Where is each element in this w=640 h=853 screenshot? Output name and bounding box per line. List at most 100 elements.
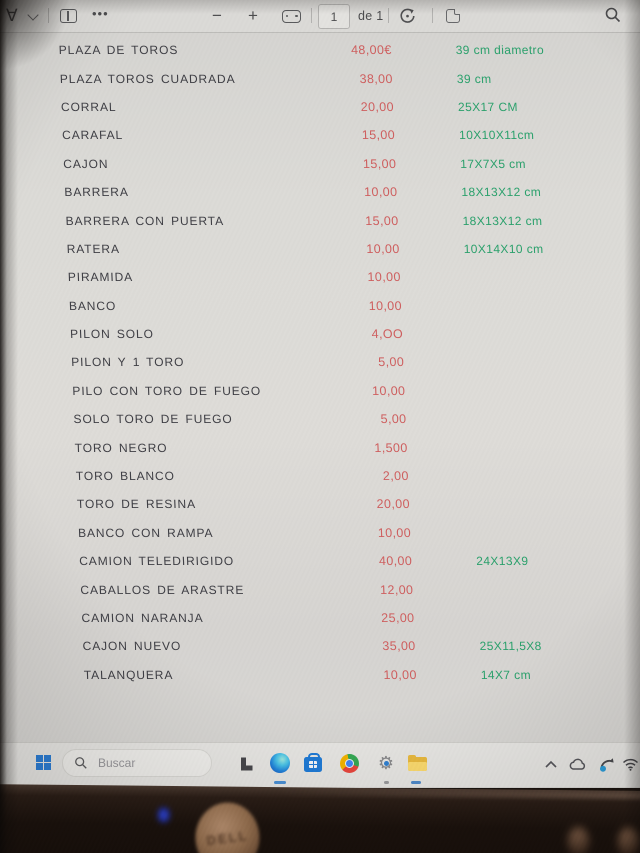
- table-row: PILON SOLO 4,OO: [70, 320, 640, 348]
- onedrive-cloud-icon[interactable]: [568, 757, 587, 771]
- toolbar-separator: [432, 8, 433, 23]
- zoom-out-icon[interactable]: −: [212, 6, 222, 25]
- windows-screen: ∀ ••• − + de 1: [0, 0, 640, 788]
- chrome-icon[interactable]: [340, 754, 359, 773]
- settings-gear-icon[interactable]: ⚙: [376, 753, 396, 773]
- table-row: TALANQUERA 10,00 14X7 cm: [83, 661, 640, 689]
- price-table: PLAZA DE TOROS 48,00€ 39 cm diametro PLA…: [0, 33, 640, 716]
- table-row: PILON Y 1 TORO 5,00: [71, 348, 640, 376]
- item-name: TORO NEGRO: [74, 440, 168, 455]
- table-row: PIRAMIDA 10,00: [67, 263, 640, 291]
- item-price: 4,OO: [371, 327, 404, 342]
- item-name: CORRAL: [60, 99, 117, 114]
- taskbar-search-icon: [75, 757, 87, 769]
- background-knob: [617, 826, 640, 853]
- item-price: 15,00: [361, 128, 396, 143]
- store-icon[interactable]: [304, 753, 322, 772]
- item-price: 5,00: [380, 412, 407, 427]
- draw-tool-icon[interactable]: ∀: [6, 6, 18, 25]
- item-name: TORO DE RESINA: [76, 497, 197, 512]
- toolbar-separator: [48, 8, 49, 23]
- item-name: PLAZA TOROS CUADRADA: [59, 71, 236, 86]
- table-row: SOLO TORO DE FUEGO 5,00: [73, 405, 640, 433]
- explorer-active-indicator: [411, 781, 421, 784]
- item-price: 10,00: [367, 270, 402, 285]
- item-name: PILON Y 1 TORO: [70, 355, 185, 370]
- item-name: CAJON: [62, 156, 109, 171]
- more-options-icon[interactable]: •••: [92, 6, 109, 21]
- settings-active-indicator: [384, 781, 389, 784]
- item-price: 2,00: [382, 469, 410, 484]
- item-dims: 25X11,5X8: [479, 639, 543, 654]
- laptop-bezel: DELL: [0, 784, 640, 853]
- item-name: CABALLOS DE ARASTRE: [80, 582, 245, 597]
- item-price: 10,00: [377, 525, 412, 540]
- item-price: 35,00: [382, 639, 416, 654]
- item-price: 10,00: [363, 185, 398, 200]
- file-explorer-icon[interactable]: [408, 754, 427, 771]
- item-name: SOLO TORO DE FUEGO: [73, 412, 233, 427]
- item-price: 10,00: [366, 241, 400, 256]
- item-dims: 18X13X12 cm: [461, 185, 542, 200]
- item-dims: 10X10X11cm: [458, 128, 535, 143]
- phone-link-icon[interactable]: [598, 756, 616, 773]
- taskbar-search[interactable]: [62, 749, 212, 777]
- item-dims: 25X17 CM: [457, 99, 519, 114]
- item-dims: 39 cm: [456, 71, 492, 86]
- item-price: 15,00: [362, 156, 397, 171]
- item-price: 1,500: [374, 440, 408, 455]
- wifi-icon[interactable]: [622, 758, 639, 771]
- chevron-up-icon[interactable]: [544, 759, 558, 769]
- item-price: 12,00: [379, 582, 414, 597]
- table-row: TORO BLANCO 2,00: [75, 462, 640, 490]
- item-price: 10,00: [368, 298, 403, 313]
- table-row: CABALLOS DE ARASTRE 12,00: [80, 575, 640, 603]
- item-dims: 39 cm diametro: [455, 43, 545, 58]
- table-row: CAMION TELEDIRIGIDO 40,00 24X13X9: [79, 547, 640, 575]
- table-row: BANCO 10,00: [68, 292, 640, 320]
- item-price: 5,00: [378, 355, 405, 370]
- item-price: 40,00: [378, 554, 413, 569]
- table-row: PLAZA TOROS CUADRADA 38,00 39 cm: [59, 64, 640, 92]
- table-row: PLAZA DE TOROS 48,00€ 39 cm diametro: [58, 36, 640, 64]
- edge-icon[interactable]: [270, 753, 290, 773]
- item-price: 48,00€: [350, 43, 392, 58]
- table-row: PILO CON TORO DE FUEGO 10,00: [72, 377, 640, 405]
- search-icon[interactable]: [604, 6, 622, 24]
- page-count-label: de 1: [358, 9, 384, 23]
- item-price: 20,00: [360, 99, 395, 114]
- l-app-icon[interactable]: [238, 756, 254, 772]
- page-view-icon[interactable]: [446, 9, 460, 23]
- table-row: RATERA 10,00 10X14X10 cm: [66, 235, 640, 263]
- chevron-down-icon[interactable]: [27, 9, 39, 21]
- pdf-toolbar: ∀ ••• − + de 1: [0, 0, 640, 33]
- item-name: CAMION NARANJA: [81, 611, 204, 625]
- item-dims: 24X13X9: [475, 554, 529, 569]
- windows-taskbar: ⚙: [0, 742, 640, 787]
- page-layout-icon[interactable]: [60, 9, 77, 23]
- toolbar-separator: [388, 8, 389, 23]
- item-name: BARRERA CON PUERTA: [65, 213, 225, 228]
- start-icon[interactable]: [36, 755, 52, 771]
- table-row: CAJON NUEVO 35,00 25X11,5X8: [82, 632, 640, 660]
- item-name: PLAZA DE TOROS: [58, 43, 179, 58]
- item-price: 10,00: [371, 383, 406, 398]
- table-row: TORO DE RESINA 20,00: [76, 490, 640, 518]
- table-row: BANCO CON RAMPA 10,00: [78, 519, 640, 547]
- fit-width-icon[interactable]: [282, 10, 301, 23]
- item-name: BANCO: [68, 298, 117, 313]
- page-number-input[interactable]: [318, 4, 350, 29]
- item-name: TALANQUERA: [83, 667, 174, 682]
- rotate-icon[interactable]: [398, 6, 417, 25]
- item-name: RATERA: [66, 241, 121, 256]
- item-price: 10,00: [383, 667, 418, 682]
- dell-logo-knob: DELL: [195, 802, 260, 853]
- search-input[interactable]: [96, 755, 200, 771]
- zoom-in-icon[interactable]: +: [248, 6, 258, 25]
- item-dims: 17X7X5 cm: [459, 156, 527, 171]
- table-row: CARAFAL 15,00 10X10X11cm: [62, 121, 640, 149]
- table-row: BARRERA CON PUERTA 15,00 18X13X12 cm: [65, 206, 640, 234]
- dell-logo-text: DELL: [205, 827, 250, 848]
- table-row: TORO NEGRO 1,500: [74, 433, 640, 461]
